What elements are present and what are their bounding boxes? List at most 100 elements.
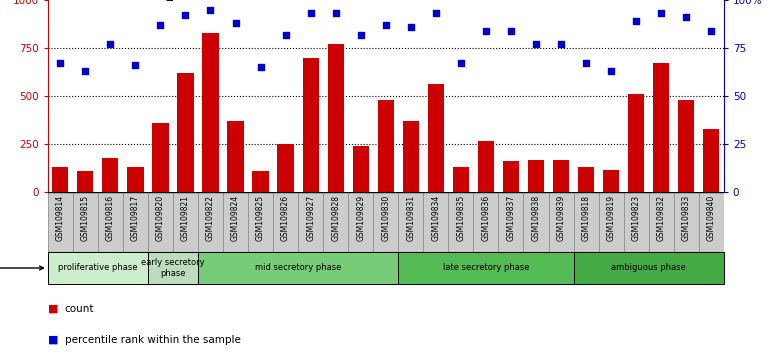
Text: GSM109840: GSM109840 (707, 195, 716, 241)
Text: GSM109828: GSM109828 (331, 195, 340, 241)
Text: late secretory phase: late secretory phase (443, 263, 529, 273)
Bar (298, 192, 323, 252)
Text: GSM109824: GSM109824 (231, 195, 240, 241)
Point (104, 41, 116, 47)
Bar (73, 192, 98, 252)
Text: GSM109830: GSM109830 (381, 195, 390, 241)
Bar (398, 252, 574, 284)
Bar (503, 161, 519, 192)
Text: ■: ■ (48, 335, 59, 345)
Text: ambiguous phase: ambiguous phase (611, 263, 686, 273)
Bar (678, 100, 695, 192)
Point (405, 24, 417, 30)
Bar (123, 192, 148, 252)
Text: GSM109817: GSM109817 (131, 195, 140, 241)
Text: GSM109820: GSM109820 (156, 195, 165, 241)
Point (254, 64, 266, 70)
Bar (198, 252, 398, 284)
Bar (548, 192, 574, 252)
Point (655, 11, 668, 16)
Point (179, 12, 192, 18)
Bar (474, 192, 498, 252)
Text: proliferative phase: proliferative phase (58, 263, 138, 273)
Text: GSM109829: GSM109829 (357, 195, 365, 241)
Text: GSM109827: GSM109827 (306, 195, 315, 241)
Bar (303, 58, 319, 192)
Text: GSM109831: GSM109831 (407, 195, 415, 241)
Bar (377, 100, 394, 192)
Text: mid secretory phase: mid secretory phase (255, 263, 341, 273)
Bar (277, 144, 293, 192)
Text: GSM109822: GSM109822 (206, 195, 215, 241)
Text: ■: ■ (48, 303, 59, 314)
Text: GSM109825: GSM109825 (256, 195, 265, 241)
Text: count: count (65, 303, 94, 314)
Text: GSM109826: GSM109826 (281, 195, 290, 241)
Point (129, 62, 142, 68)
Bar (574, 252, 724, 284)
Point (630, 18, 642, 24)
Bar (273, 192, 298, 252)
Point (204, 7, 216, 12)
Text: GSM109815: GSM109815 (81, 195, 90, 241)
Point (505, 28, 517, 34)
Bar (248, 192, 273, 252)
Bar (148, 192, 173, 252)
Point (680, 15, 692, 20)
Text: GSM109834: GSM109834 (431, 195, 440, 241)
Bar (77, 171, 93, 192)
Text: other: other (0, 263, 43, 273)
Bar (173, 192, 198, 252)
Text: GSM109833: GSM109833 (681, 195, 691, 241)
Bar (253, 171, 269, 192)
Bar (653, 63, 669, 192)
Text: GSM109836: GSM109836 (481, 195, 490, 241)
Bar (348, 192, 373, 252)
Text: GSM109835: GSM109835 (457, 195, 465, 241)
Bar (424, 192, 448, 252)
Bar (148, 252, 198, 284)
Bar (203, 33, 219, 192)
Bar (52, 167, 69, 192)
Text: GSM109821: GSM109821 (181, 195, 190, 241)
Point (330, 11, 342, 16)
Bar (398, 192, 424, 252)
Bar (98, 192, 123, 252)
Bar (177, 73, 193, 192)
Bar (628, 94, 644, 192)
Bar (327, 44, 344, 192)
Text: GSM109832: GSM109832 (657, 195, 666, 241)
Bar (624, 192, 648, 252)
Bar (478, 141, 494, 192)
Point (555, 41, 567, 47)
Text: early secretory
phase: early secretory phase (141, 258, 205, 278)
Point (154, 22, 166, 28)
Bar (574, 192, 598, 252)
Text: GSM109837: GSM109837 (507, 195, 515, 241)
Bar (323, 192, 348, 252)
Bar (703, 129, 719, 192)
Text: GSM109814: GSM109814 (55, 195, 65, 241)
Bar (48, 252, 148, 284)
Text: GSM109818: GSM109818 (581, 195, 591, 241)
Point (304, 11, 316, 16)
Point (705, 28, 718, 34)
Point (605, 68, 618, 74)
Text: percentile rank within the sample: percentile rank within the sample (65, 335, 240, 345)
Bar (227, 121, 243, 192)
Bar (198, 192, 223, 252)
Bar (152, 123, 169, 192)
Text: GSM109838: GSM109838 (531, 195, 541, 241)
Point (54, 61, 66, 66)
Point (480, 28, 492, 34)
Bar (373, 192, 398, 252)
Point (380, 22, 392, 28)
Bar (528, 160, 544, 192)
Point (530, 41, 542, 47)
Bar (603, 170, 619, 192)
Bar (453, 167, 469, 192)
Bar (498, 192, 524, 252)
Point (455, 61, 467, 66)
Bar (427, 85, 444, 192)
Point (229, 20, 242, 26)
